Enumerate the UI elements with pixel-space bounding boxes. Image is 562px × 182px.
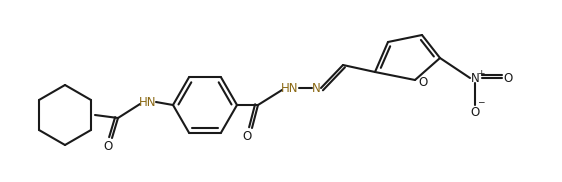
Text: HN: HN [139, 96, 157, 108]
Text: −: − [477, 98, 485, 106]
Text: O: O [470, 106, 479, 120]
Text: HN: HN [281, 82, 299, 94]
Text: N: N [311, 82, 320, 94]
Text: O: O [103, 141, 112, 153]
Text: O: O [242, 130, 252, 143]
Text: O: O [418, 76, 427, 88]
Text: O: O [504, 72, 513, 84]
Text: +: + [477, 68, 485, 78]
Text: N: N [470, 72, 479, 84]
